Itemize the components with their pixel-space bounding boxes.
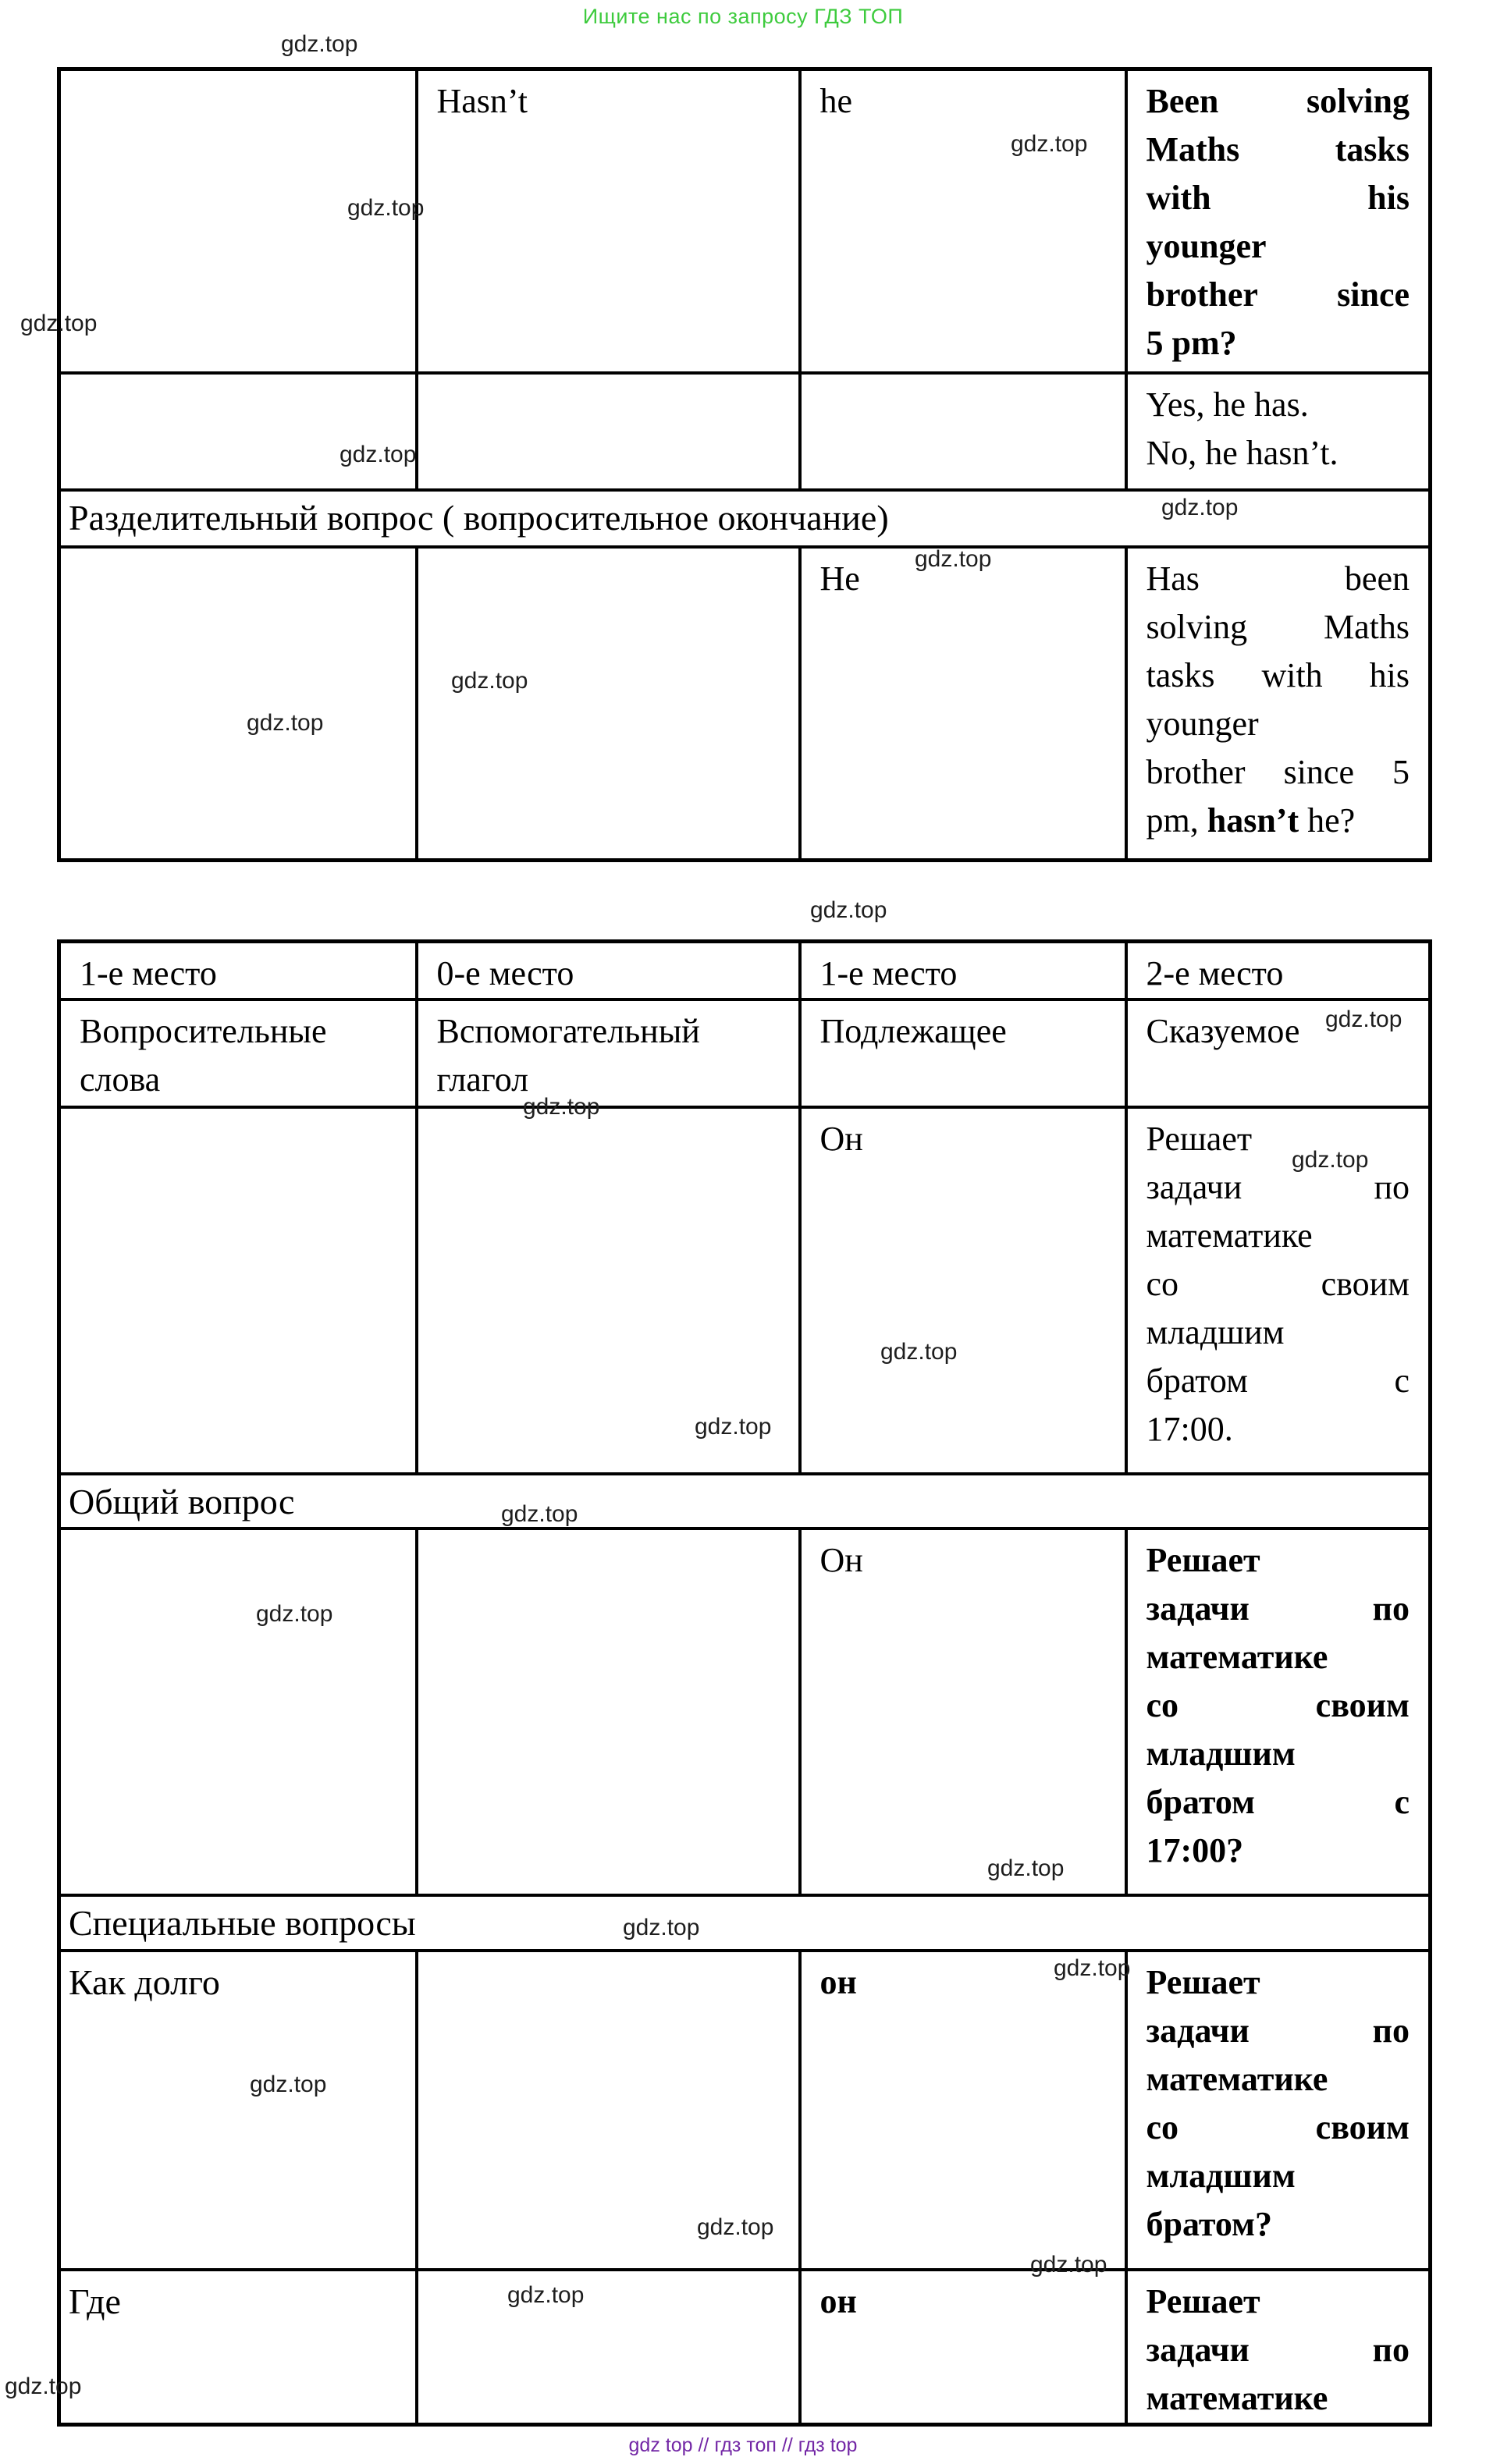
cell-empty — [57, 545, 418, 862]
watermark-text: gdz.top — [1161, 495, 1239, 520]
cell-position-2: 2-е место — [1124, 939, 1432, 1001]
cell-empty — [414, 371, 802, 492]
cell-empty — [414, 2268, 802, 2427]
row-short-answers: Yes, he has. No, he hasn’t. — [57, 371, 1432, 492]
cell-subject: Он — [798, 1106, 1128, 1475]
watermark-text: gdz.top — [623, 1915, 700, 1940]
row-general-question-header: Общий вопрос — [57, 1472, 1432, 1530]
cell-general-predicate: Решает задачи по математике со своим мла… — [1124, 1527, 1432, 1897]
row-statement: Он Решает задачи по математике со своим … — [57, 1106, 1432, 1475]
table-question-forms: Hasn’t he Been solving Maths tasks with … — [57, 67, 1432, 862]
cell-aux-verb: Hasn’t — [414, 67, 802, 375]
watermark-text: gdz.top — [810, 897, 887, 923]
watermark-text: gdz.top — [697, 2214, 774, 2240]
watermark-text: gdz.top — [5, 2373, 82, 2399]
watermark-text: gdz.top — [1325, 1007, 1402, 1032]
cell-statement-predicate: Решает задачи по математике со своим мла… — [1124, 1106, 1432, 1475]
watermark-text: gdz.top — [501, 1501, 578, 1527]
watermark-text: gdz.top — [507, 2282, 585, 2308]
cell-position-0: 0-е место — [414, 939, 802, 1001]
watermark-text: gdz.top — [256, 1601, 333, 1627]
watermark-text: gdz.top — [1011, 131, 1088, 157]
cell-empty — [414, 1106, 802, 1475]
watermark-text: gdz.top — [1054, 1955, 1131, 1981]
cell-general-section-title: Общий вопрос — [57, 1472, 1432, 1530]
cell-empty — [414, 1527, 802, 1897]
cell-subject: он — [798, 2268, 1128, 2427]
watermark-text: gdz.top — [281, 31, 358, 57]
watermark-text: gdz.top — [880, 1339, 958, 1365]
cell-position-1b: 1-е место — [798, 939, 1128, 1001]
cell-question-word-where: Где — [57, 2268, 418, 2427]
watermark-text: gdz.top — [20, 311, 98, 336]
row-tag-question: He Has been solving Maths tasks with his… — [57, 545, 1432, 862]
cell-role-aux-verb: Вспомогательный глагол — [414, 998, 802, 1109]
footer-watermark: gdz top // гдз топ // гдз top — [628, 2434, 858, 2456]
watermark-text: gdz.top — [915, 546, 992, 572]
watermark-text: gdz.top — [250, 2072, 327, 2097]
row-tag-question-header: Разделительный вопрос ( вопросительное о… — [57, 488, 1432, 549]
cell-tag-predicate: Has been solving Maths tasks with his yo… — [1124, 545, 1432, 862]
watermark-text: gdz.top — [1292, 1147, 1369, 1173]
table-word-order: 1-е место 0-е место 1-е место 2-е место … — [57, 939, 1432, 2427]
row-roles: Вопросительные слова Вспомогательный гла… — [57, 998, 1432, 1109]
cell-question-word-how-long: Как долго — [57, 1949, 418, 2271]
row-general-question: Он Решает задачи по математике со своим … — [57, 1527, 1432, 1897]
cell-role-predicate: Сказуемое — [1124, 998, 1432, 1109]
watermark-text: gdz.top — [340, 442, 417, 467]
cell-empty — [57, 371, 418, 492]
cell-empty — [57, 1106, 418, 1475]
row-negative-question: Hasn’t he Been solving Maths tasks with … — [57, 67, 1432, 375]
watermark-text: gdz.top — [451, 668, 528, 694]
cell-subject: He — [798, 545, 1128, 862]
cell-where-predicate: Решает задачи по математике — [1124, 2268, 1432, 2427]
cell-subject: он — [798, 1949, 1128, 2271]
cell-special-section-title: Специальные вопросы — [57, 1894, 1432, 1952]
cell-how-long-predicate: Решает задачи по математике со своим мла… — [1124, 1949, 1432, 2271]
cell-empty — [414, 1949, 802, 2271]
cell-empty — [798, 371, 1128, 492]
cell-tag-section-title: Разделительный вопрос ( вопросительное о… — [57, 488, 1432, 549]
cell-empty — [414, 545, 802, 862]
promo-banner: Ищите нас по запросу ГДЗ ТОП — [582, 5, 904, 28]
watermark-text: gdz.top — [347, 195, 425, 221]
row-positions: 1-е место 0-е место 1-е место 2-е место — [57, 939, 1432, 1001]
cell-empty — [57, 1527, 418, 1897]
row-how-long-question: Как долго он Решает задачи по математике… — [57, 1949, 1432, 2271]
cell-role-question-words: Вопросительные слова — [57, 998, 418, 1109]
tag-last-line: pm, hasn’t he? — [1146, 801, 1356, 840]
watermark-text: gdz.top — [987, 1855, 1065, 1881]
cell-position-1: 1-е место — [57, 939, 418, 1001]
cell-question-predicate: Been solving Maths tasks with his younge… — [1124, 67, 1432, 375]
cell-empty — [57, 67, 418, 375]
watermark-text: gdz.top — [247, 710, 324, 736]
cell-role-subject: Подлежащее — [798, 998, 1128, 1109]
cell-subject: he — [798, 67, 1128, 375]
watermark-text: gdz.top — [695, 1414, 772, 1440]
watermark-text: gdz.top — [523, 1094, 600, 1120]
cell-subject: Он — [798, 1527, 1128, 1897]
watermark-text: gdz.top — [1030, 2252, 1107, 2278]
cell-short-answers: Yes, he has. No, he hasn’t. — [1124, 371, 1432, 492]
row-special-questions-header: Специальные вопросы — [57, 1894, 1432, 1952]
row-where-question: Где он Решает задачи по математике — [57, 2268, 1432, 2427]
